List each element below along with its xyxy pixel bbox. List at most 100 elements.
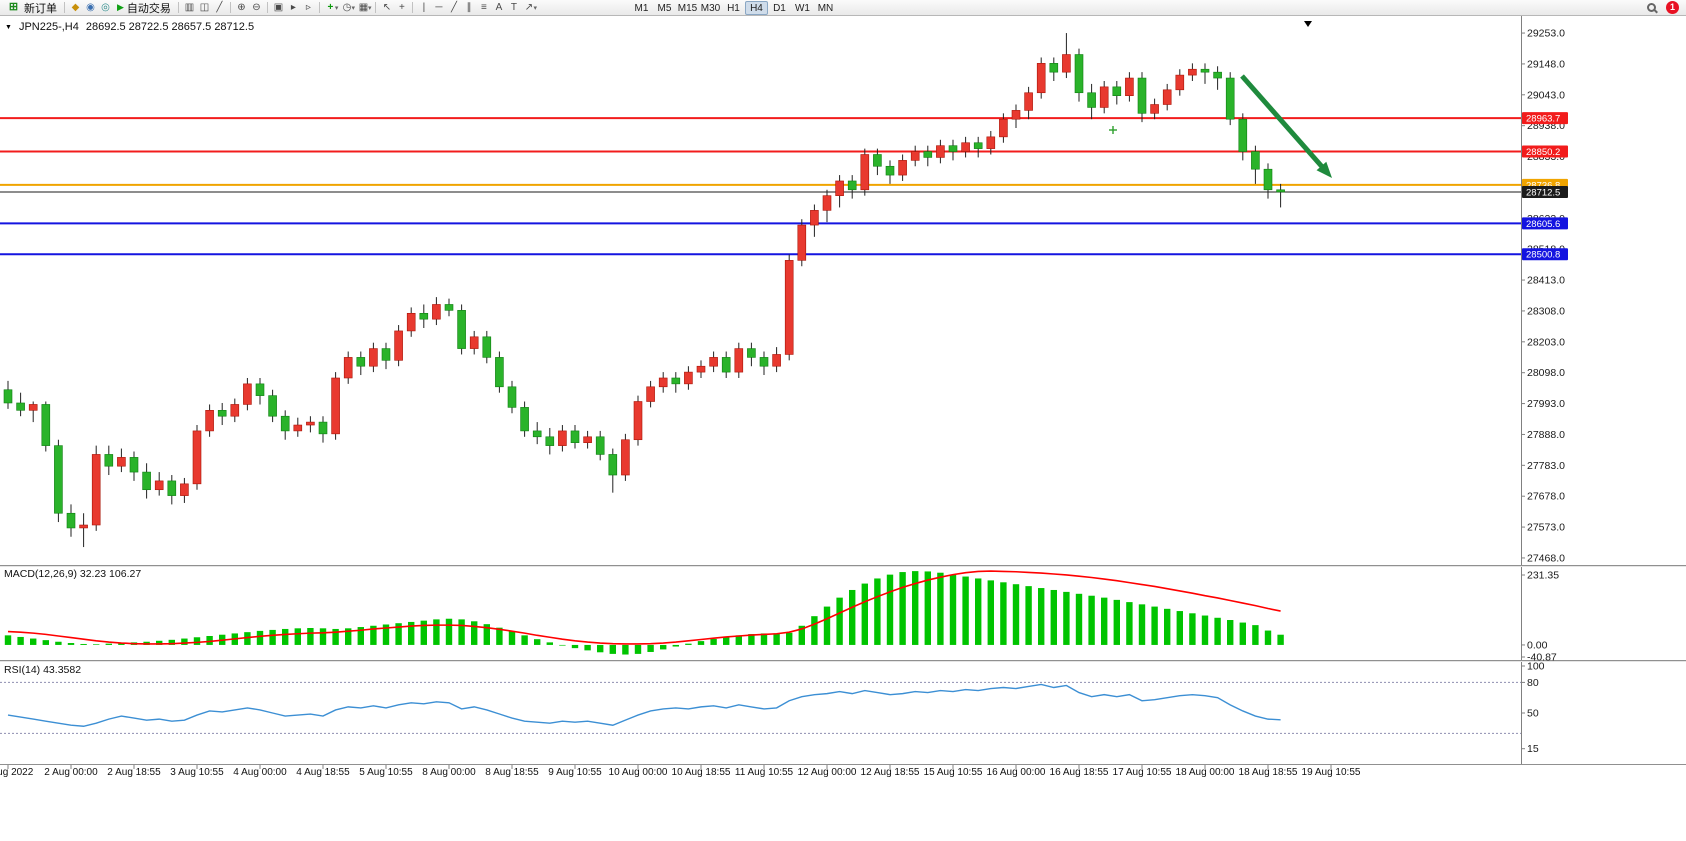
macd-panel: 231.35 0.00-40.87 [4,570,1559,664]
search-icon[interactable] [1647,3,1656,12]
candle-body [217,410,227,417]
templates-dropdown-caret[interactable]: ▾ [367,4,372,12]
tf-m1[interactable]: M1 [634,2,649,14]
macd-bar [420,620,427,645]
candle-body [1125,77,1134,96]
svg-text:28605.6: 28605.6 [1526,219,1560,230]
arrows-dropdown-caret[interactable]: ▾ [533,4,537,12]
chart-canvas[interactable]: 29253.029148.029043.028938.028833.028728… [0,16,1686,841]
candle-body [646,386,655,402]
new-order-button[interactable]: ⊞ 新订单 [2,1,61,15]
macd-bar [408,621,415,645]
zoom-out-icon[interactable]: ⊖ [252,1,261,13]
candle-body [142,471,151,491]
svg-text:0.00: 0.00 [1527,639,1548,651]
candlestick-chart-icon[interactable]: ◫ [199,1,210,13]
zoom-in-icon[interactable]: ⊕ [237,1,246,13]
macd-bar [307,627,314,645]
candle-body [318,421,328,435]
candle-body [1162,89,1172,105]
chart-shift-icon[interactable]: ▹ [305,1,311,13]
text-icon[interactable]: A [495,1,503,13]
candle-body [936,145,945,158]
tf-h1[interactable]: H1 [727,2,740,14]
tf-h4[interactable]: H4 [744,0,768,15]
candle-body [469,336,479,349]
market-watch-icon[interactable]: ◆ [71,1,80,13]
macd-bar [660,644,667,650]
candle-body [1276,189,1285,193]
periods-dropdown-caret[interactable]: ▾ [351,4,355,12]
macd-bar [382,624,390,645]
trendline-icon[interactable]: ╱ [450,1,457,13]
time-axis[interactable]: 1 Aug 2022 2 Aug 00:00 2 Aug 18:55 3 Aug 10… [0,765,1361,778]
indicators-dropdown-caret[interactable]: ▾ [334,4,339,12]
navigator-icon[interactable]: ◉ [86,1,95,13]
tile-windows-icon[interactable]: ▣ [273,1,284,13]
macd-bar [647,644,654,652]
svg-text:29148.0: 29148.0 [1527,58,1565,70]
macd-bar [697,641,705,645]
macd-bar [332,628,339,645]
svg-text:4 Aug 18:55: 4 Aug 18:55 [296,767,350,778]
line-chart-icon[interactable]: ╱ [216,1,223,13]
crosshair-icon[interactable]: + [399,1,405,13]
tf-m15[interactable]: M15 [677,2,698,14]
candle-body [885,165,895,176]
macd-bar [4,635,12,645]
candle-body [784,260,794,355]
annotations[interactable] [1109,21,1332,178]
candle-body [860,154,870,191]
terminal-icon[interactable]: ◎ [101,1,110,13]
candle-body [3,389,13,404]
macd-bar [483,624,490,645]
macd-bar [17,636,24,645]
macd-bar [1189,613,1196,645]
tf-m30[interactable]: M30 [700,2,721,14]
candle-body [419,312,429,320]
candle-body [28,404,38,411]
toolbar-separator [64,2,65,13]
svg-text:2 Aug 00:00: 2 Aug 00:00 [44,767,98,778]
symbol-info[interactable]: ▼ JPN225-,H4 28692.5 28722.5 28657.5 287… [5,21,254,33]
macd-bar [962,576,969,645]
macd-signal-line [7,570,1281,645]
macd-bar [836,597,843,645]
macd-bar [1113,599,1120,645]
autotrading-play-icon: ▶ [117,2,124,12]
svg-text:19 Aug 10:55: 19 Aug 10:55 [1302,767,1361,778]
candle-body [1062,54,1071,73]
indicators-icon[interactable]: + [327,1,334,13]
tf-d1[interactable]: D1 [773,2,786,14]
fibonacci-icon[interactable]: ≡ [481,1,487,13]
tf-w1[interactable]: W1 [794,2,810,14]
symbol-dropdown-icon[interactable]: ▼ [5,23,12,31]
candle-body [154,480,164,491]
candle-body [709,357,718,367]
horizontal-levels[interactable] [0,117,1521,256]
tf-mn[interactable]: MN [817,2,834,14]
vertical-line-icon[interactable]: | [422,1,426,13]
auto-scroll-icon[interactable]: ▸ [290,1,296,13]
channel-icon[interactable]: ∥ [466,1,472,13]
macd-bar [80,643,87,645]
macd-bar [370,625,377,645]
templates-icon[interactable]: ▦ [358,1,369,13]
horizontal-line-icon[interactable]: ─ [435,1,443,13]
trend-arrow-head [1316,161,1332,178]
text-label-icon[interactable]: T [510,1,518,13]
arrows-tool-icon[interactable]: ↗ [524,1,534,13]
toolbar-separator [266,2,268,13]
bar-chart-icon[interactable]: ▥ [184,1,195,13]
tf-m5[interactable]: M5 [657,2,672,14]
periods-icon[interactable]: ◷ [342,1,352,13]
candle-body [608,454,618,476]
autotrading-button[interactable]: ▶ 自动交易 [113,1,175,15]
macd-bar [798,625,805,645]
cursor-icon[interactable]: ↖ [382,1,392,13]
candle-body [117,457,126,467]
macd-bar [496,627,503,645]
notification-badge[interactable]: 1 [1666,1,1679,14]
candle-body [1225,77,1235,120]
